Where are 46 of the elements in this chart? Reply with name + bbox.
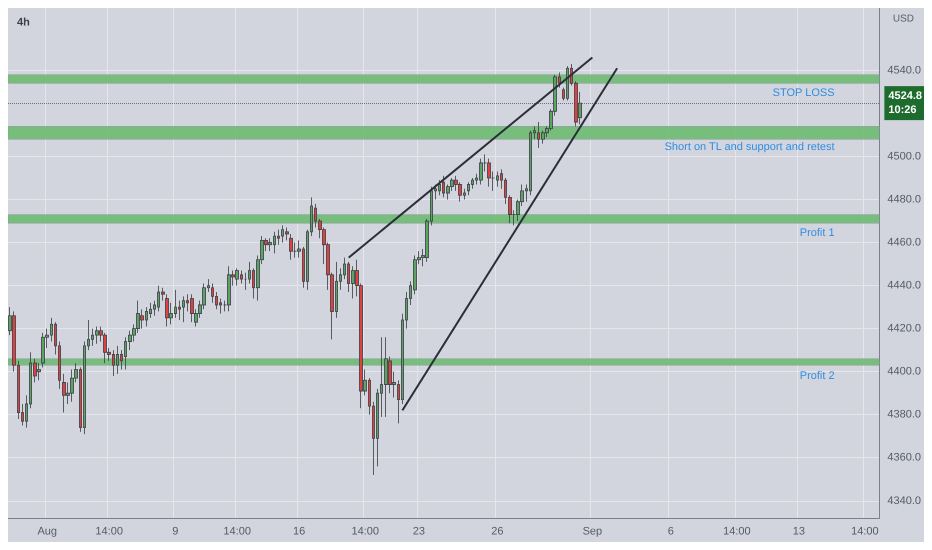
x-tick-label: 13 (792, 526, 805, 538)
candlestick (487, 158, 491, 188)
y-axis-title: USD (892, 14, 914, 24)
candlestick (182, 296, 185, 323)
candlestick (438, 180, 441, 196)
x-tick-label: 26 (491, 526, 504, 538)
band-label: Profit 1 (800, 226, 835, 239)
x-tick-label: 14:00 (223, 526, 251, 538)
x-tick-label: 6 (668, 526, 674, 538)
y-tick-label: 4460.0 (887, 236, 922, 249)
x-tick-label: 23 (412, 526, 426, 538)
x-tick-label: 14:00 (851, 526, 879, 538)
y-tick-label: 4340.0 (887, 494, 922, 507)
band-label: Short on TL and support and retest (664, 140, 835, 153)
y-tick-label: 4400.0 (887, 366, 922, 378)
y-tick-label: 4420.0 (887, 322, 922, 335)
x-tick-label: 16 (293, 526, 306, 538)
candlestick (41, 332, 45, 368)
band-label: Profit 2 (800, 370, 835, 382)
candlestick (116, 345, 119, 374)
ref-line-label: 4524.8 (888, 90, 922, 102)
candlestick (227, 266, 231, 312)
candlestick (95, 326, 99, 344)
y-tick-label: 4360.0 (887, 452, 922, 464)
candlestick (62, 373, 66, 413)
candlestick (384, 336, 388, 418)
candlestick (566, 66, 569, 101)
x-tick-label: Sep (582, 526, 602, 538)
candlestick (37, 362, 41, 381)
text: 4h (17, 16, 30, 28)
x-tick-label: 14:00 (351, 526, 379, 538)
y-tick-label: 4540.0 (887, 64, 922, 76)
x-tick-label: 14:00 (95, 526, 123, 538)
y-tick-label: 4480.0 (887, 194, 922, 206)
x-tick-label: 14:00 (723, 526, 751, 538)
x-tick-label: 9 (172, 526, 178, 538)
y-tick-label: 4380.0 (887, 408, 922, 421)
candlestick (467, 182, 470, 196)
candlestick (479, 158, 483, 185)
y-tick-label: 4500.0 (887, 150, 922, 162)
text: 10:26 (888, 104, 916, 116)
band-label: STOP LOSS (772, 87, 835, 100)
candlestick (190, 294, 194, 323)
y-tick-label: 4440.0 (887, 280, 922, 292)
x-tick-label: Aug (37, 526, 58, 538)
candlestick (235, 268, 239, 286)
